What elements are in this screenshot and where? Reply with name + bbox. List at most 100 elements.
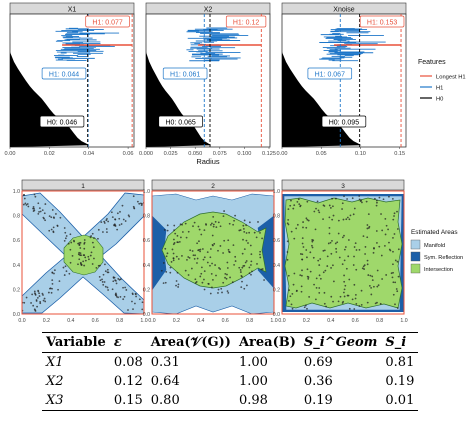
data-point (329, 241, 332, 244)
data-point (102, 231, 104, 233)
data-point (286, 258, 289, 261)
data-point (322, 249, 325, 252)
data-point (27, 205, 30, 208)
data-point (50, 291, 53, 294)
data-point (103, 222, 106, 224)
data-point (308, 296, 311, 298)
data-point (384, 217, 387, 220)
data-point (329, 207, 332, 209)
data-point (298, 203, 301, 206)
data-point (383, 244, 386, 247)
data-point (375, 199, 378, 202)
data-point (78, 258, 81, 261)
data-point (51, 279, 54, 282)
data-point (239, 271, 242, 273)
table-row: X3 0.15 0.80 0.98 0.19 0.01 (42, 391, 419, 411)
data-point (312, 239, 315, 242)
data-point (362, 235, 365, 238)
data-point (330, 295, 333, 298)
data-point (51, 271, 54, 274)
data-point (306, 307, 308, 310)
data-point (80, 263, 83, 266)
h1-label: H1: 0.061 (170, 72, 200, 79)
data-point (34, 294, 37, 296)
data-point (32, 205, 35, 208)
data-point (318, 287, 321, 289)
data-point (311, 240, 314, 243)
data-point (64, 237, 67, 240)
longest-h1-label-box (359, 15, 405, 28)
data-point (297, 198, 300, 201)
data-point (70, 241, 73, 244)
data-point (210, 272, 213, 275)
data-point (243, 287, 246, 290)
data-point (221, 291, 223, 294)
y-tick-label: 0.8 (13, 214, 20, 220)
facet-marks: H1: 0.153 H1: 0.067 H0: 0.095 (282, 14, 405, 147)
data-point (200, 272, 203, 275)
longest-h1-label-box (225, 15, 267, 28)
x-tick-label: 0.2 (43, 318, 50, 324)
x-tick-label: 0.05 (316, 151, 327, 157)
data-point (164, 281, 167, 284)
x-tick-label: 0.0 (148, 318, 155, 324)
data-point (227, 291, 230, 294)
data-point (25, 204, 28, 206)
data-point (343, 259, 346, 262)
data-point (77, 242, 79, 245)
data-point (325, 305, 327, 308)
data-point (385, 224, 388, 227)
data-point (339, 295, 342, 298)
data-point (80, 254, 82, 257)
data-point (194, 254, 196, 257)
data-point (289, 204, 292, 207)
data-point (345, 218, 348, 221)
data-point (44, 300, 47, 303)
data-point (341, 302, 344, 304)
data-point (179, 223, 182, 226)
data-point (95, 266, 98, 269)
data-point (179, 236, 182, 239)
data-point (115, 282, 118, 285)
data-point (33, 209, 36, 212)
header-s-geom: S_i^Geom (303, 335, 378, 350)
cell-s: 0.81 (385, 355, 415, 370)
data-point (65, 270, 68, 273)
data-point (170, 261, 173, 263)
data-point (107, 289, 109, 291)
data-point (242, 238, 244, 241)
data-point (119, 295, 122, 298)
data-point (396, 307, 399, 309)
data-point (83, 241, 86, 244)
data-point (23, 194, 25, 197)
data-point (332, 280, 335, 283)
data-point (347, 255, 350, 258)
data-point (43, 217, 45, 220)
data-point (360, 303, 363, 306)
cell-area-b: 0.98 (238, 393, 268, 408)
data-point (117, 277, 120, 280)
results-table: Variable ε Area(𝒱(G)) Area(B) S_i^Geom S… (42, 332, 419, 411)
features-legend: Features Longest H1 H1 H0 (418, 59, 466, 103)
data-point (211, 262, 213, 265)
cell-variable: X2 (46, 374, 64, 389)
data-point (69, 248, 72, 251)
data-point (364, 253, 366, 255)
intersection-area (284, 197, 403, 309)
data-point (214, 220, 217, 223)
h0-area (282, 52, 362, 147)
area-facet-1 (21, 190, 145, 315)
data-point (209, 248, 212, 250)
data-point (42, 299, 45, 302)
data-point (214, 264, 217, 266)
data-point (367, 213, 370, 216)
data-point (388, 248, 391, 251)
data-point (97, 228, 100, 231)
data-point (240, 286, 243, 289)
y-tick-label: 0.4 (13, 263, 20, 269)
data-point (79, 261, 82, 264)
data-point (366, 263, 369, 266)
data-point (360, 289, 363, 292)
data-point (196, 242, 199, 245)
data-point (114, 294, 117, 297)
